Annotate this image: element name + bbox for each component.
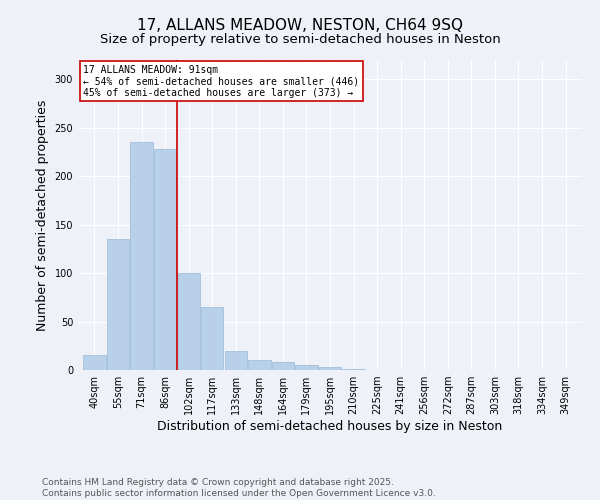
Bar: [248, 360, 271, 370]
Bar: [224, 350, 247, 370]
Text: Contains HM Land Registry data © Crown copyright and database right 2025.
Contai: Contains HM Land Registry data © Crown c…: [42, 478, 436, 498]
Bar: [107, 239, 129, 370]
Bar: [83, 356, 106, 370]
Bar: [272, 362, 294, 370]
X-axis label: Distribution of semi-detached houses by size in Neston: Distribution of semi-detached houses by …: [157, 420, 503, 433]
Bar: [154, 149, 176, 370]
Text: 17 ALLANS MEADOW: 91sqm
← 54% of semi-detached houses are smaller (446)
45% of s: 17 ALLANS MEADOW: 91sqm ← 54% of semi-de…: [83, 64, 359, 98]
Y-axis label: Number of semi-detached properties: Number of semi-detached properties: [36, 100, 49, 330]
Bar: [295, 365, 317, 370]
Bar: [343, 369, 365, 370]
Text: 17, ALLANS MEADOW, NESTON, CH64 9SQ: 17, ALLANS MEADOW, NESTON, CH64 9SQ: [137, 18, 463, 32]
Bar: [130, 142, 153, 370]
Bar: [319, 367, 341, 370]
Bar: [178, 273, 200, 370]
Text: Size of property relative to semi-detached houses in Neston: Size of property relative to semi-detach…: [100, 32, 500, 46]
Bar: [201, 307, 223, 370]
